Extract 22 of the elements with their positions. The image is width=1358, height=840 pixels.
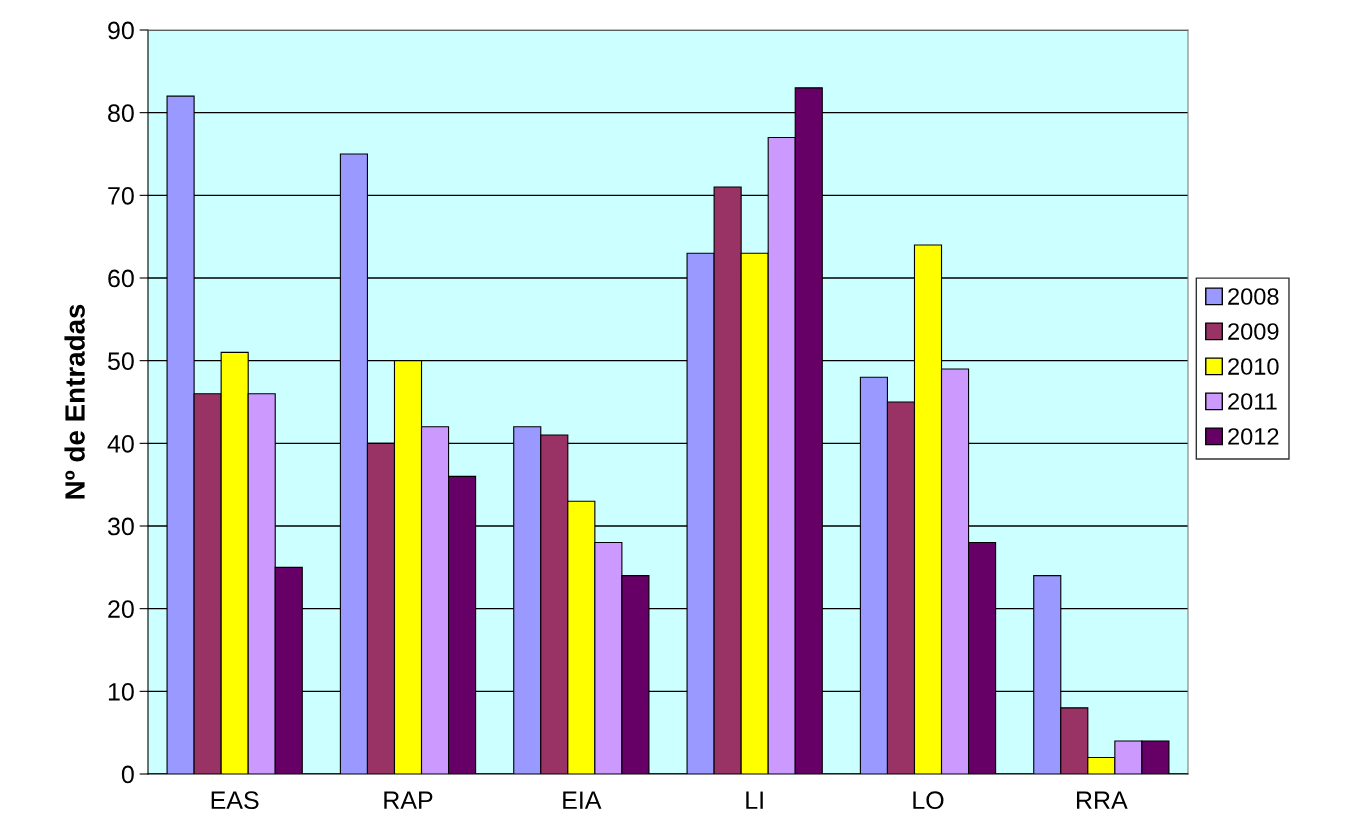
y-tick-label: 90 — [108, 21, 134, 40]
y-tick-label: 60 — [108, 269, 134, 288]
x-tick-label: EAS — [211, 791, 259, 810]
x-tick-label: EIA — [563, 791, 602, 809]
y-tick-label: 30 — [107, 517, 134, 536]
y-tick-label: 70 — [108, 186, 134, 205]
y-tick-label: 10 — [108, 682, 134, 701]
legend-label: 2011 — [1228, 393, 1277, 410]
y-tick-label: 40 — [107, 434, 134, 453]
legend-label: 2008 — [1228, 288, 1279, 305]
x-tick-label: RRA — [1076, 791, 1128, 809]
legend-label: 2012 — [1228, 428, 1279, 445]
x-tick-label: RAP — [384, 791, 433, 809]
y-axis-title: Nº de Entradas — [64, 304, 85, 499]
legend-label: 2009 — [1228, 323, 1279, 340]
y-tick-label: 50 — [108, 352, 134, 370]
y-tick-label: 20 — [108, 600, 134, 618]
y-tick-label: 80 — [108, 104, 134, 122]
x-tick-label: LI — [746, 791, 763, 809]
y-tick-label: 0 — [121, 765, 134, 784]
legend-label: 2010 — [1228, 358, 1279, 375]
x-tick-label: LO — [913, 791, 944, 810]
